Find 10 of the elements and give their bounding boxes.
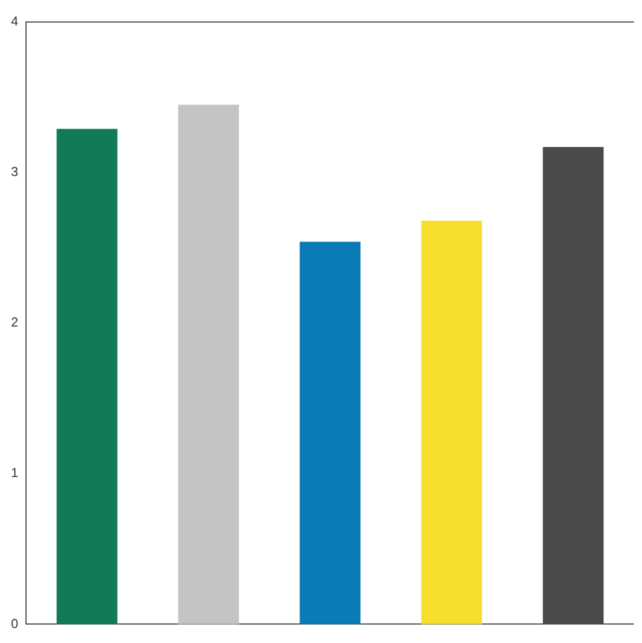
bar — [300, 242, 361, 624]
y-tick-label: 3 — [10, 164, 18, 180]
bar — [421, 220, 482, 624]
bar — [56, 128, 118, 624]
bar — [542, 146, 604, 624]
bar — [178, 104, 239, 624]
y-tick-label: 1 — [10, 465, 18, 480]
y-tick-label: 2 — [10, 314, 18, 330]
y-tick-label: 0 — [10, 616, 18, 631]
y-tick-label: 4 — [10, 14, 18, 29]
